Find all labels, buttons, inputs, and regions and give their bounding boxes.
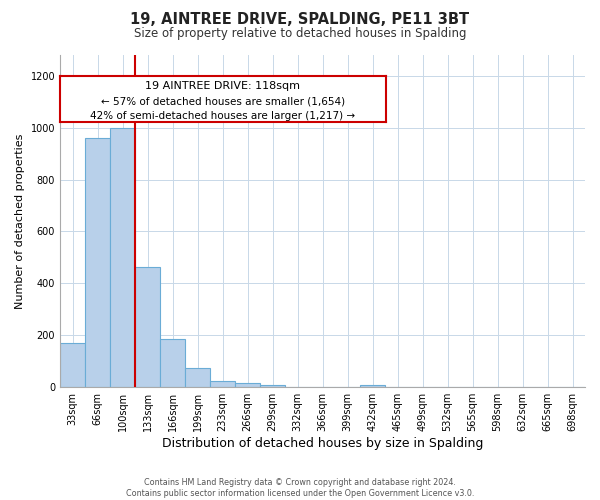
Bar bbox=[260, 384, 285, 387]
Text: ← 57% of detached houses are smaller (1,654): ← 57% of detached houses are smaller (1,… bbox=[101, 96, 345, 106]
Bar bbox=[135, 266, 160, 387]
Text: Size of property relative to detached houses in Spalding: Size of property relative to detached ho… bbox=[134, 28, 466, 40]
Bar bbox=[160, 339, 185, 387]
Bar bbox=[210, 380, 235, 387]
Bar bbox=[85, 138, 110, 387]
Bar bbox=[235, 384, 260, 387]
Y-axis label: Number of detached properties: Number of detached properties bbox=[15, 134, 25, 309]
Text: 42% of semi-detached houses are larger (1,217) →: 42% of semi-detached houses are larger (… bbox=[90, 112, 355, 122]
Text: Contains HM Land Registry data © Crown copyright and database right 2024.
Contai: Contains HM Land Registry data © Crown c… bbox=[126, 478, 474, 498]
X-axis label: Distribution of detached houses by size in Spalding: Distribution of detached houses by size … bbox=[162, 437, 483, 450]
Text: 19, AINTREE DRIVE, SPALDING, PE11 3BT: 19, AINTREE DRIVE, SPALDING, PE11 3BT bbox=[130, 12, 470, 28]
Bar bbox=[60, 343, 85, 387]
Bar bbox=[110, 128, 135, 387]
Text: 19 AINTREE DRIVE: 118sqm: 19 AINTREE DRIVE: 118sqm bbox=[145, 81, 300, 91]
Bar bbox=[360, 385, 385, 387]
Bar bbox=[185, 368, 210, 387]
